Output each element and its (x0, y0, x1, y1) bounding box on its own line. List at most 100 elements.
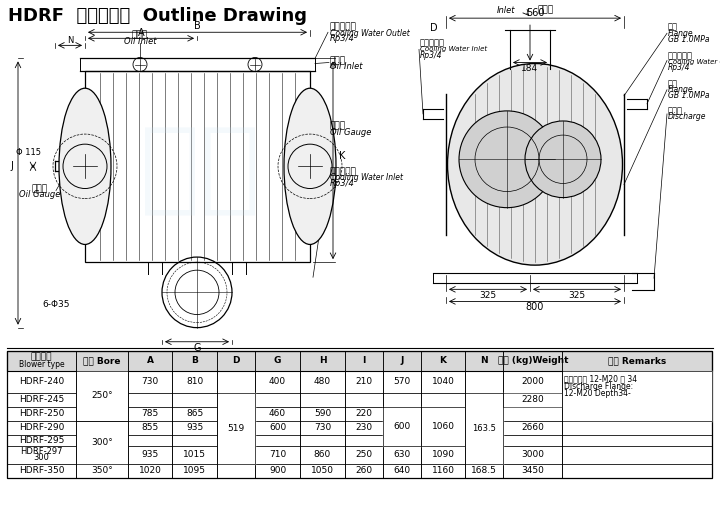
Text: 口径 Bore: 口径 Bore (84, 356, 121, 365)
Text: J: J (11, 161, 14, 172)
Text: Rp3/4: Rp3/4 (330, 179, 355, 188)
Text: B: B (192, 356, 198, 365)
Circle shape (459, 111, 555, 208)
Text: 排出口法兰 12-M20 深 34: 排出口法兰 12-M20 深 34 (564, 375, 637, 384)
Text: 1060: 1060 (431, 422, 454, 431)
Text: 590: 590 (314, 410, 331, 418)
Text: 480: 480 (314, 377, 331, 386)
Text: 1160: 1160 (431, 467, 454, 475)
Circle shape (525, 121, 601, 198)
Text: 855: 855 (141, 424, 158, 433)
Text: 1015: 1015 (184, 450, 207, 459)
Bar (7, 351, 712, 478)
Text: I: I (362, 356, 366, 365)
Text: 210: 210 (355, 377, 372, 386)
Text: 备注 Remarks: 备注 Remarks (608, 356, 666, 365)
Text: 730: 730 (314, 424, 331, 433)
Text: 注油口: 注油口 (330, 56, 346, 65)
Text: GB 1.0MPa: GB 1.0MPa (668, 92, 709, 100)
Text: 1050: 1050 (311, 467, 334, 475)
Text: 865: 865 (186, 410, 204, 418)
Text: 注油口: 注油口 (132, 31, 148, 40)
Text: 860: 860 (314, 450, 331, 459)
Text: 250°: 250° (91, 391, 113, 400)
Text: N: N (67, 36, 73, 45)
Text: 900: 900 (269, 467, 287, 475)
Text: 冷却水进口: 冷却水进口 (420, 39, 445, 48)
Text: 250: 250 (355, 450, 372, 459)
Polygon shape (383, 407, 420, 446)
Text: 法兰: 法兰 (668, 79, 678, 88)
Text: 2280: 2280 (521, 395, 544, 404)
Text: 800: 800 (526, 302, 544, 312)
Text: 1090: 1090 (431, 450, 454, 459)
Text: 163.5: 163.5 (472, 424, 496, 433)
Polygon shape (466, 393, 503, 463)
Text: GB 1.0MPa: GB 1.0MPa (668, 35, 709, 44)
Bar (85, 71, 310, 262)
Text: 排出口: 排出口 (668, 106, 683, 116)
Text: 168.5: 168.5 (472, 467, 498, 475)
Text: 400: 400 (269, 377, 286, 386)
Text: D: D (430, 23, 438, 33)
Text: 325: 325 (568, 291, 585, 300)
Text: HDRF-245: HDRF-245 (19, 395, 64, 404)
Text: K: K (339, 151, 346, 161)
Text: 810: 810 (186, 377, 204, 386)
Polygon shape (503, 393, 562, 406)
Text: 6-Φ35: 6-Φ35 (42, 300, 70, 309)
Text: 260: 260 (355, 467, 372, 475)
Polygon shape (217, 393, 255, 463)
Text: 935: 935 (186, 424, 204, 433)
Ellipse shape (284, 88, 336, 244)
Text: 油位表: 油位表 (330, 121, 346, 131)
Text: Cooling Water Outlet: Cooling Water Outlet (668, 59, 720, 64)
Text: Rp3/4: Rp3/4 (330, 34, 355, 43)
Text: HDRF-240: HDRF-240 (19, 377, 64, 386)
Ellipse shape (448, 63, 623, 265)
Text: Cooling Water Inlet: Cooling Water Inlet (330, 173, 403, 182)
Text: G: G (274, 356, 282, 365)
Text: 730: 730 (141, 377, 158, 386)
Text: 600: 600 (393, 422, 410, 431)
Text: 184: 184 (521, 64, 539, 73)
Text: 法兰: 法兰 (668, 22, 678, 32)
Text: 640: 640 (393, 467, 410, 475)
Text: Oil Gauge: Oil Gauge (19, 190, 60, 199)
Text: 300°: 300° (91, 424, 113, 433)
Text: 250°: 250° (91, 377, 113, 386)
Text: 460: 460 (269, 410, 286, 418)
Text: H: H (193, 353, 201, 363)
Text: 600: 600 (269, 424, 287, 433)
Text: 710: 710 (269, 450, 287, 459)
Text: 325: 325 (480, 291, 497, 300)
Text: 785: 785 (141, 410, 158, 418)
Text: Oil Inlet: Oil Inlet (330, 62, 362, 71)
Text: A: A (138, 28, 144, 38)
Text: B: B (194, 21, 201, 31)
Text: 冷却水出口: 冷却水出口 (330, 22, 357, 32)
Text: 1020: 1020 (138, 467, 161, 475)
Text: HDRF-290: HDRF-290 (19, 424, 64, 433)
Polygon shape (421, 407, 465, 446)
Text: Rp3/4: Rp3/4 (668, 63, 690, 72)
Text: 350°: 350° (91, 467, 113, 475)
Text: Blower type: Blower type (19, 360, 65, 369)
Text: Flange: Flange (668, 29, 693, 38)
Text: 3450: 3450 (521, 467, 544, 475)
Text: Discharge: Discharge (668, 112, 706, 121)
Text: 935: 935 (141, 450, 158, 459)
Text: Inlet: Inlet (497, 6, 515, 15)
Text: Discharge Flange:: Discharge Flange: (564, 382, 634, 391)
Ellipse shape (59, 88, 111, 244)
Text: 163.5: 163.5 (472, 410, 498, 418)
Text: A: A (146, 356, 153, 365)
Text: Oil Gauge: Oil Gauge (330, 128, 372, 137)
Text: HDRF-295: HDRF-295 (19, 436, 64, 445)
Text: N: N (480, 356, 488, 365)
Text: HDRF  主机外形图  Outline Drawing: HDRF 主机外形图 Outline Drawing (8, 7, 307, 25)
Text: HDRF-350: HDRF-350 (19, 467, 64, 475)
Text: G: G (193, 343, 201, 353)
Text: 220: 220 (356, 410, 372, 418)
Text: HDRF-250: HDRF-250 (19, 410, 64, 418)
